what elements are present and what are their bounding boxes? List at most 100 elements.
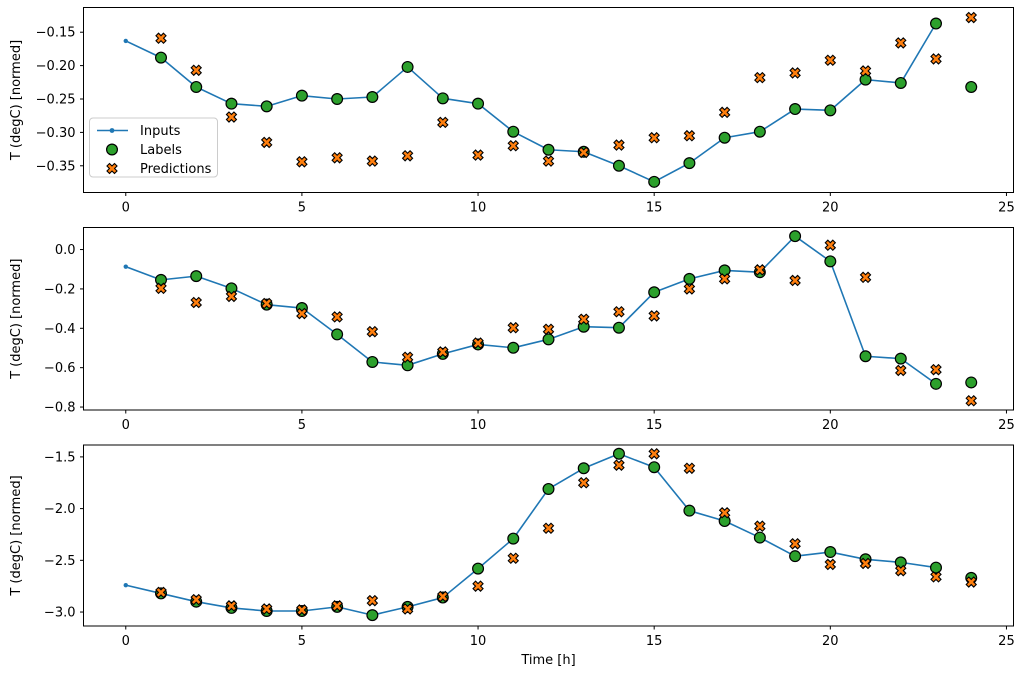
prediction-marker <box>718 506 731 519</box>
prediction-marker <box>331 151 343 164</box>
prediction-marker <box>754 520 766 532</box>
x-tick-label: 25 <box>998 634 1015 649</box>
prediction-marker <box>542 522 555 535</box>
label-marker <box>648 461 661 474</box>
prediction-marker <box>296 155 308 168</box>
x-tick-label: 15 <box>646 418 663 433</box>
prediction-marker <box>296 307 308 320</box>
prediction-marker <box>437 590 449 603</box>
label-marker <box>824 255 837 268</box>
label-marker <box>436 92 449 105</box>
x-tick-label: 5 <box>298 634 306 649</box>
x-tick-label: 10 <box>470 634 487 649</box>
label-marker <box>366 609 379 622</box>
prediction-marker <box>683 129 696 142</box>
prediction-marker <box>965 11 978 24</box>
prediction-marker <box>437 346 449 358</box>
label-marker <box>683 157 696 170</box>
y-tick-label: −0.15 <box>36 26 76 41</box>
label-marker <box>612 321 625 334</box>
x-tick-label: 0 <box>122 201 130 216</box>
label-marker <box>542 143 555 156</box>
label-marker <box>718 515 731 528</box>
prediction-marker <box>894 364 907 377</box>
label-marker <box>789 550 802 563</box>
prediction-marker <box>366 155 379 167</box>
label-marker <box>366 90 379 103</box>
legend: Inputs Labels Predictions <box>89 117 218 178</box>
legend-dot-sample <box>109 128 115 133</box>
label-marker <box>155 273 168 286</box>
label-marker <box>331 92 344 105</box>
prediction-marker <box>683 462 696 475</box>
prediction-marker <box>613 459 625 471</box>
label-marker <box>472 97 485 110</box>
prediction-marker <box>859 271 872 284</box>
labels-series <box>155 230 978 390</box>
label-marker <box>577 462 590 475</box>
predictions-series <box>155 11 978 168</box>
y-tick-label: −1.5 <box>44 450 76 465</box>
input-point-dot <box>123 264 128 269</box>
label-marker <box>683 272 696 285</box>
subplot-3: −1.5 −2.0 −2.5 −3.0 0 5 10 15 20 25 T (degC) [norm… <box>9 444 1015 649</box>
prediction-marker <box>507 139 520 152</box>
x-axis: 0 5 10 15 20 25 <box>122 410 1015 433</box>
label-marker <box>789 103 802 116</box>
prediction-marker <box>260 136 273 149</box>
label-marker <box>929 17 942 30</box>
y-tick-label: −0.2 <box>44 282 76 297</box>
y-tick-label: −0.6 <box>44 361 76 376</box>
label-marker <box>542 333 555 346</box>
prediction-marker <box>859 65 872 77</box>
prediction-marker <box>965 576 978 588</box>
prediction-marker <box>930 363 942 376</box>
x-tick-label: 25 <box>998 418 1015 433</box>
label-marker <box>753 531 766 544</box>
prediction-marker <box>401 149 414 162</box>
prediction-marker <box>718 106 731 119</box>
axes-frame <box>83 7 1014 193</box>
prediction-marker <box>472 149 484 161</box>
label-marker <box>683 504 696 517</box>
inputs-line <box>125 23 937 183</box>
x-axis: 0 5 10 15 20 25 <box>122 626 1015 649</box>
y-tick-label: −0.25 <box>36 92 76 107</box>
legend-item-predictions: Predictions <box>106 162 212 177</box>
prediction-marker <box>507 321 520 334</box>
prediction-marker <box>106 162 118 175</box>
x-tick-label: 5 <box>298 418 306 433</box>
y-tick-label: −0.8 <box>44 401 76 416</box>
x-axis: 0 5 10 15 20 25 <box>122 192 1015 216</box>
prediction-marker <box>648 447 660 460</box>
prediction-marker <box>824 558 837 571</box>
x-tick-label: 25 <box>998 201 1015 216</box>
legend-label: Inputs <box>140 124 181 139</box>
label-marker <box>542 482 555 495</box>
prediction-marker <box>260 603 273 615</box>
x-tick-label: 0 <box>122 418 130 433</box>
label-marker <box>401 60 414 73</box>
prediction-marker <box>190 593 203 606</box>
prediction-marker <box>437 116 449 129</box>
label-marker <box>824 104 837 117</box>
label-marker <box>366 355 379 368</box>
label-marker <box>507 532 520 545</box>
label-marker <box>612 159 625 172</box>
x-tick-label: 5 <box>298 201 306 216</box>
prediction-marker <box>260 297 273 310</box>
label-marker <box>753 125 766 138</box>
prediction-marker <box>859 557 872 570</box>
subplot-1: −0.15 −0.20 −0.25 −0.30 −0.35 0 5 10 15 20 25 T (de… <box>9 7 1015 216</box>
prediction-marker <box>613 305 625 318</box>
label-marker <box>929 377 942 390</box>
label-marker <box>105 143 118 156</box>
inputs-line <box>125 235 937 385</box>
legend-item-inputs: Inputs <box>97 124 181 139</box>
prediction-marker <box>789 67 801 79</box>
x-tick-label: 20 <box>822 418 839 433</box>
inputs-series <box>123 451 939 618</box>
y-tick-label: −2.5 <box>44 554 76 569</box>
y-axis: −0.15 −0.20 −0.25 −0.30 −0.35 <box>36 26 84 174</box>
y-tick-label: −0.4 <box>44 322 76 337</box>
